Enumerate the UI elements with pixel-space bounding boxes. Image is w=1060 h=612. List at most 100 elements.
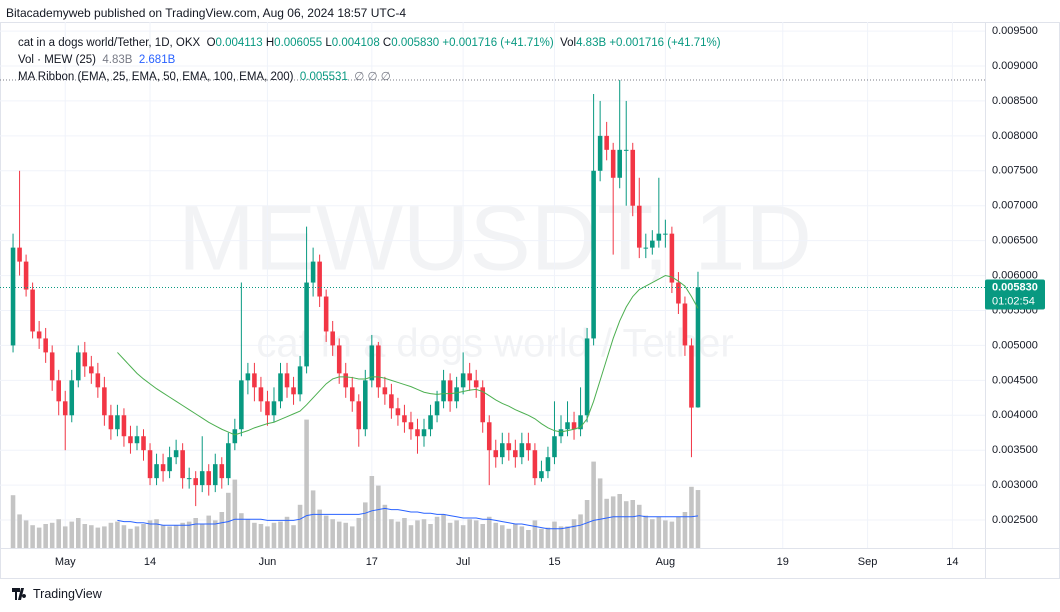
volume-bar <box>167 526 172 548</box>
volume-bar <box>219 512 225 548</box>
x-tick-label: 14 <box>144 556 156 568</box>
volume-bar <box>408 525 414 548</box>
volume-ma-line <box>117 507 699 530</box>
volume-bar <box>565 526 570 548</box>
candle-body <box>460 373 466 388</box>
volume-bar <box>206 515 212 548</box>
candle-body <box>297 366 303 395</box>
legend-row: Vol · MEW (25) 4.83B 2.681B <box>18 52 721 69</box>
volume-bar <box>36 527 42 548</box>
candle-body <box>539 471 544 479</box>
volume-bar <box>115 521 120 548</box>
volume-bar <box>186 521 192 548</box>
volume-bar <box>402 518 407 548</box>
volume-name: Vol · MEW (25) <box>18 54 96 66</box>
volume-bar <box>62 526 68 548</box>
candle-body <box>395 408 401 416</box>
volume-bar <box>676 516 681 548</box>
candle-body <box>532 450 538 479</box>
y-tick-label: 0.009500 <box>992 25 1038 37</box>
ema-line <box>117 275 699 436</box>
legend-low: 0.004108 <box>331 37 380 49</box>
volume-bar <box>121 525 127 548</box>
candle-body <box>141 436 146 451</box>
volume-bar <box>245 519 251 548</box>
candle-body <box>62 401 68 416</box>
candle-body <box>695 287 701 408</box>
volume-bar <box>10 495 16 548</box>
candle-body <box>552 436 557 458</box>
candle-body <box>69 380 75 416</box>
y-tick-label: 0.003000 <box>992 479 1038 491</box>
volume-bar <box>317 509 322 548</box>
candle-body <box>193 478 198 486</box>
y-tick-label: 0.008000 <box>992 130 1038 142</box>
candle-body <box>23 261 29 290</box>
candle-body <box>291 387 296 395</box>
legend-volume: 4.83B <box>576 37 607 49</box>
volume-bar <box>480 524 485 548</box>
candles <box>10 79 701 507</box>
candle-body <box>43 338 48 353</box>
volume-bar <box>682 512 688 548</box>
volume-bar <box>597 478 603 548</box>
candle-body <box>500 443 505 458</box>
x-tick-label: 14 <box>946 556 958 568</box>
volume-bar <box>128 528 133 548</box>
symbol: cat in a dogs world/Tether, 1D, OKX <box>18 37 201 49</box>
volume-bar <box>493 522 499 548</box>
candle-body <box>369 345 375 381</box>
legend-key: H <box>265 37 275 49</box>
volume-bar <box>304 419 309 548</box>
volume-bar <box>134 526 140 548</box>
volume-bar <box>147 520 153 548</box>
legend-change: +0.001716 <box>609 37 665 49</box>
candle-body <box>219 464 225 479</box>
volume-bar <box>30 525 35 548</box>
candle-body <box>428 415 433 430</box>
candle-body <box>584 338 590 416</box>
volume-bar <box>369 476 375 548</box>
candle-body <box>467 373 472 381</box>
volume-bar <box>89 525 94 548</box>
candle-body <box>669 233 675 283</box>
candle-body <box>154 464 159 479</box>
candle-body <box>75 352 81 381</box>
candle-body <box>526 443 531 451</box>
volume-bar <box>75 518 81 548</box>
volume-bar <box>141 524 146 548</box>
volume-bar <box>636 504 642 548</box>
candle-body <box>454 387 459 402</box>
volume-bar <box>617 494 622 548</box>
ma-empty: ∅ <box>367 71 378 83</box>
last-price-label: 0.005830 <box>992 281 1038 293</box>
candle-body <box>206 471 212 486</box>
volume-bar <box>180 522 185 548</box>
legend-row: cat in a dogs world/Tether, 1D, OKX O0.0… <box>18 35 721 52</box>
candle-body <box>128 436 133 444</box>
candle-body <box>689 345 694 408</box>
y-tick-label: 0.007500 <box>992 165 1038 177</box>
volume-bar <box>460 525 466 548</box>
volume-bar <box>376 485 381 548</box>
x-tick-label: Jun <box>259 556 277 568</box>
volume-bar <box>545 527 551 548</box>
candle-body <box>17 247 22 262</box>
volume-bar <box>610 496 616 548</box>
candle-body <box>102 387 107 416</box>
candle-body <box>578 415 583 430</box>
volume-bar <box>663 520 668 548</box>
candle-body <box>376 345 381 388</box>
legend-key: Vol <box>560 37 577 49</box>
candle-body <box>519 443 525 458</box>
grid <box>0 22 985 548</box>
legend-close: 0.005830 <box>391 37 440 49</box>
candle-body <box>591 170 596 339</box>
candle-body <box>30 289 35 332</box>
volume-bar <box>56 519 61 548</box>
volume-bar <box>669 521 675 548</box>
volume-bar <box>656 516 662 548</box>
candle-body <box>682 303 688 346</box>
candle-body <box>571 422 577 430</box>
